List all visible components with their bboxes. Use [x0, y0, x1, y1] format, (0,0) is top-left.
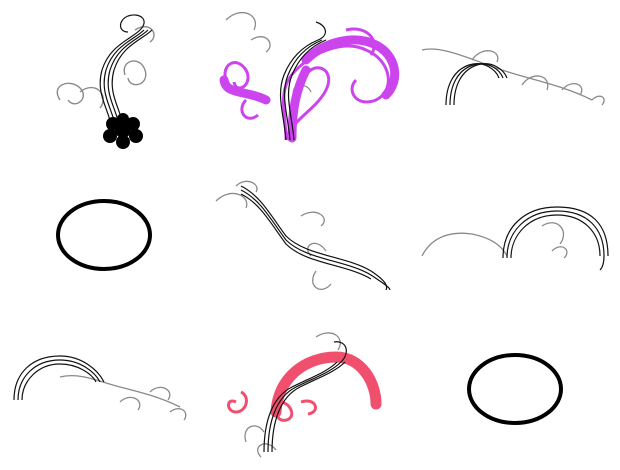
ellipse-cell-1[interactable] — [0, 156, 206, 312]
ellipse-graphic — [56, 199, 152, 271]
ellipse-graphic — [467, 353, 563, 425]
swirl-cell-8[interactable] — [206, 312, 412, 470]
swirl-vine-graphic — [421, 48, 605, 106]
swirl-vine-graphic — [227, 332, 382, 458]
swirl-vine-graphic — [56, 14, 155, 149]
swirl-cell-5[interactable] — [206, 156, 412, 312]
swirl-cell-1[interactable] — [0, 0, 206, 156]
flower-icon — [103, 113, 143, 149]
swirl-vine-graphic — [13, 355, 187, 421]
swirl-cell-3[interactable] — [412, 0, 620, 156]
swirl-cell-6[interactable] — [412, 156, 620, 312]
swirl-vine-graphic — [215, 180, 391, 291]
swirl-cell-2[interactable] — [206, 0, 412, 156]
swirl-vine-graphic — [421, 206, 609, 271]
ellipse-cell-2[interactable] — [412, 312, 620, 470]
swirl-cell-7[interactable] — [0, 312, 206, 470]
swirl-vine-graphic — [219, 11, 400, 143]
